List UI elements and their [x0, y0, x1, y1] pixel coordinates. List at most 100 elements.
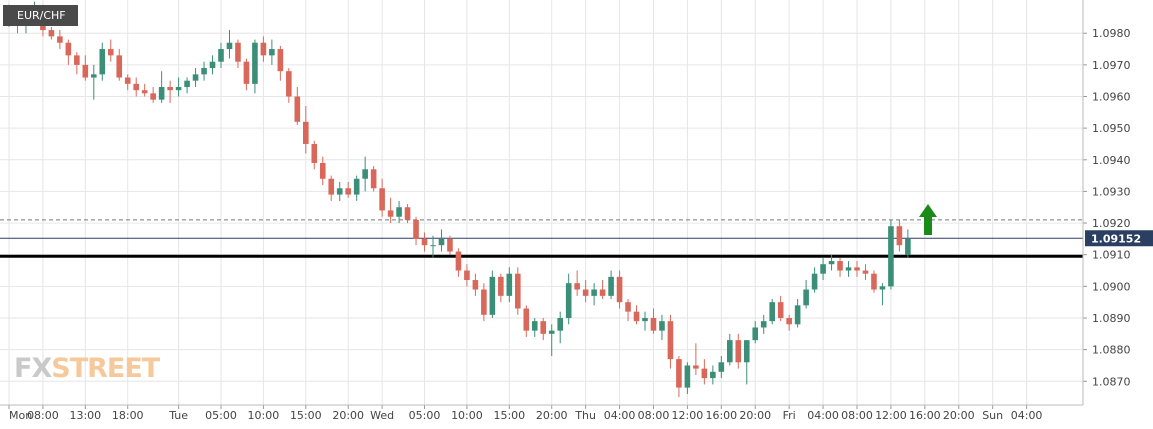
candle: [676, 355, 682, 398]
y-tick-label: 1.0900: [1092, 280, 1131, 293]
candle-body: [65, 42, 72, 56]
candle-body: [811, 273, 818, 290]
candle-body: [175, 87, 182, 91]
price-levels: [0, 219, 1083, 258]
candle-body: [421, 238, 428, 246]
candle: [209, 55, 216, 75]
candle: [65, 39, 72, 65]
candle: [743, 340, 750, 385]
x-tick-label: 13:00: [69, 409, 101, 422]
candle: [107, 39, 114, 62]
candle: [786, 314, 792, 331]
candle: [226, 30, 233, 59]
candle-body: [345, 188, 351, 195]
candle-body: [74, 55, 80, 65]
x-tick-label: 16:00: [909, 409, 941, 422]
candle: [591, 283, 597, 306]
candle-body: [353, 178, 360, 195]
candle: [175, 77, 182, 97]
x-tick-label: 12:00: [672, 409, 704, 422]
candle-body: [150, 93, 156, 100]
candle-body: [167, 87, 173, 91]
candle: [828, 254, 835, 271]
candle: [693, 343, 699, 375]
candle-body: [226, 42, 233, 50]
candle: [752, 321, 759, 344]
candle-body: [235, 42, 241, 62]
candle-body: [294, 96, 301, 122]
candle-body: [752, 327, 759, 341]
symbol-badge: EUR/CHF: [3, 5, 78, 26]
candle-body: [735, 340, 742, 363]
candle: [727, 333, 733, 366]
candle: [430, 235, 436, 258]
candle: [582, 280, 589, 303]
candle-body: [574, 283, 580, 290]
candle: [735, 333, 742, 369]
candle-body: [192, 74, 199, 81]
candle-body: [370, 169, 377, 189]
candle: [642, 311, 648, 331]
candle: [565, 273, 572, 325]
candle-body: [209, 61, 216, 69]
candle: [269, 39, 275, 65]
candle-body: [133, 83, 139, 91]
x-tick-label: Tue: [168, 409, 188, 422]
y-tick-label: 1.0890: [1092, 312, 1131, 325]
candle: [438, 229, 445, 252]
candle: [124, 74, 131, 91]
candle: [633, 305, 640, 325]
x-tick-label: Sun: [982, 409, 1003, 422]
x-tick-label: 08:00: [841, 409, 873, 422]
x-tick-label: Wed: [370, 409, 394, 422]
y-axis: 1.0870 1.0880 1.0890 1.0900 1.0910 1.0920 1.09…: [1082, 0, 1131, 405]
candle: [701, 359, 708, 385]
candle-body: [48, 30, 55, 37]
candle-body: [430, 245, 436, 247]
candle: [862, 264, 869, 281]
candle: [404, 204, 411, 224]
candle: [472, 273, 479, 296]
candle: [91, 64, 97, 100]
x-tick-label: 16:00: [705, 409, 737, 422]
candle: [336, 181, 343, 201]
x-tick-label: 04:00: [1011, 409, 1043, 422]
candle-body: [269, 49, 275, 56]
candle-body: [803, 289, 809, 306]
candle: [515, 267, 521, 315]
up-arrow-icon: [919, 204, 937, 235]
candle: [667, 314, 674, 369]
y-tick-label: 1.0980: [1092, 27, 1131, 40]
candle: [854, 261, 860, 277]
candle: [489, 270, 496, 318]
candle-body: [727, 340, 733, 363]
candle: [362, 156, 368, 192]
candle-body: [710, 371, 716, 379]
candle-body: [404, 207, 411, 220]
y-tick-label: 1.0880: [1092, 344, 1131, 357]
candle: [277, 45, 284, 81]
candle: [48, 26, 55, 40]
candle-body: [871, 273, 877, 290]
y-tick-label: 1.0870: [1092, 375, 1131, 388]
candle-body: [91, 74, 97, 78]
candle-body: [243, 61, 250, 84]
candle-body: [616, 276, 623, 303]
x-tick-label: 08:00: [27, 409, 59, 422]
candle-body: [599, 289, 606, 296]
candle-body: [455, 251, 462, 271]
candle-body: [777, 302, 784, 318]
candle: [328, 175, 335, 201]
candle-body: [760, 321, 767, 328]
candle-body: [523, 308, 530, 331]
candle-body: [888, 226, 894, 287]
candle-body: [718, 362, 725, 372]
candle: [616, 270, 623, 309]
y-tick-label: 1.0960: [1092, 91, 1131, 104]
candle: [396, 200, 402, 224]
x-tick-label: 15:00: [493, 409, 525, 422]
candle-body: [676, 359, 682, 388]
candle: [523, 305, 530, 337]
x-tick-label: 04:00: [807, 409, 839, 422]
